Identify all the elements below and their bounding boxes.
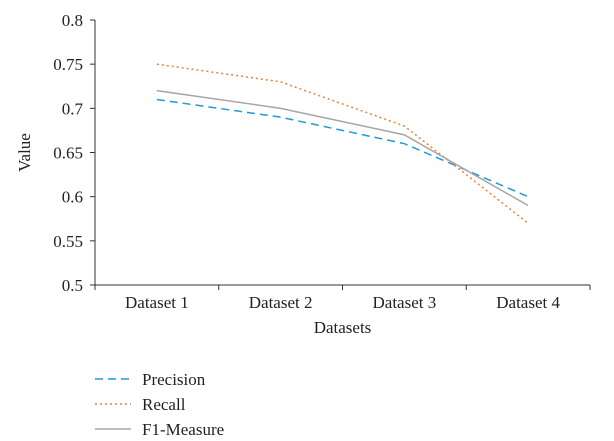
axes — [94, 20, 590, 286]
y-tick-label: 0.55 — [53, 232, 83, 251]
y-axis-ticks: 0.5 0.55 0.6 0.65 0.7 0.75 0.8 — [53, 11, 95, 295]
legend-label-f1-measure: F1-Measure — [142, 420, 224, 439]
series-line-precision — [156, 98, 529, 198]
x-tick-label: Dataset 2 — [249, 293, 313, 312]
y-tick-label: 0.5 — [62, 276, 83, 295]
x-axis-title: Datasets — [314, 318, 372, 337]
series-line-f1-measure — [156, 89, 529, 207]
x-tick-label: Dataset 1 — [125, 293, 189, 312]
y-tick-label: 0.6 — [62, 188, 83, 207]
legend-label-precision: Precision — [142, 370, 206, 389]
series-lines — [156, 63, 529, 224]
x-tick-label: Dataset 4 — [496, 293, 560, 312]
y-axis-title: Value — [15, 133, 34, 172]
y-tick-label: 0.7 — [62, 99, 84, 118]
legend-label-recall: Recall — [142, 395, 186, 414]
legend: Precision Recall F1-Measure — [95, 370, 224, 439]
y-tick-label: 0.75 — [53, 55, 83, 74]
y-tick-label: 0.8 — [62, 11, 83, 30]
series-line-recall — [156, 63, 529, 224]
y-tick-label: 0.65 — [53, 144, 83, 163]
x-axis-ticks: Dataset 1 Dataset 2 Dataset 3 Dataset 4 — [94, 285, 591, 312]
x-tick-label: Dataset 3 — [373, 293, 437, 312]
